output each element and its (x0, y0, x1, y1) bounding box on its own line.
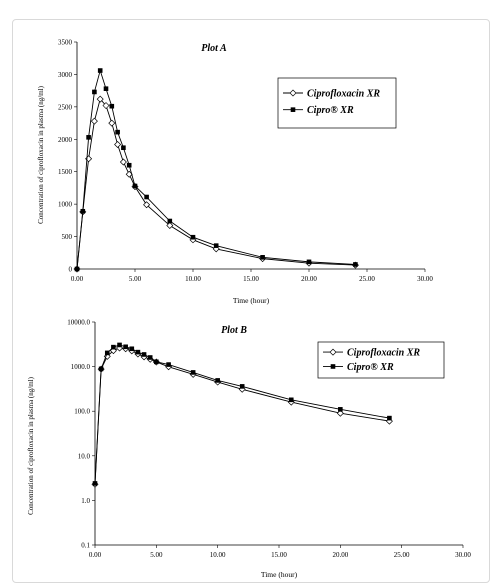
data-point (126, 162, 132, 168)
y-tick-label: 10.0 (78, 452, 91, 460)
data-point (336, 409, 344, 417)
y-tick-label: 1000 (58, 201, 73, 209)
y-tick-label: 1.0 (81, 497, 90, 505)
data-point (132, 183, 138, 189)
legend-marker (329, 348, 337, 356)
y-tick-label: 10000.0 (67, 319, 90, 327)
data-point (190, 370, 196, 375)
y-tick-label: 2500 (58, 103, 73, 111)
data-point (98, 366, 104, 372)
x-tick-label: 20.00 (301, 275, 317, 283)
y-tick-label: 1000.0 (71, 363, 91, 371)
x-tick-label: 15.00 (271, 551, 287, 559)
chart-title: Plot B (221, 325, 247, 336)
data-point (97, 68, 103, 73)
y-axis-label: Concentration of ciprofloxacin in plasma… (37, 85, 45, 223)
data-point (166, 222, 174, 230)
data-point (213, 243, 219, 248)
data-point (167, 218, 173, 224)
data-point (144, 194, 149, 200)
x-tick-label: 25.00 (394, 551, 410, 559)
data-point (115, 129, 120, 135)
data-point (143, 201, 151, 209)
data-point (74, 266, 80, 272)
data-point (96, 95, 104, 103)
data-point (108, 119, 116, 127)
data-point (129, 346, 135, 352)
legend-label: Ciprofloxacin XR (347, 348, 420, 359)
x-tick-label: 30.00 (455, 551, 471, 559)
data-point (102, 102, 110, 110)
data-point (141, 352, 147, 357)
x-tick-label: 10.00 (185, 275, 201, 283)
data-point (86, 135, 91, 140)
data-point (114, 140, 122, 148)
data-point (190, 234, 196, 240)
data-point (119, 158, 127, 166)
data-point (109, 103, 115, 109)
series-line (76, 98, 356, 270)
y-tick-label: 2000 (58, 136, 73, 144)
legend-marker (290, 107, 296, 112)
plot-b: 0.00 5.00 10.00 15.00 20.00 25.00 30.00 0.1 1.0 1… (67, 319, 471, 560)
y-tick-label: 3500 (58, 39, 73, 47)
data-point (103, 86, 109, 91)
data-point (80, 208, 86, 214)
data-point (90, 117, 98, 125)
data-point (123, 344, 128, 350)
legend-marker (289, 89, 297, 97)
y-tick-label: 3000 (58, 71, 73, 79)
y-axis-label: Concentration of ciprofloxacin in plasma… (27, 376, 35, 514)
y-tick-label: 1500 (58, 168, 73, 176)
y-tick-label: 100.0 (74, 408, 90, 416)
chart-title: Plot A (201, 43, 227, 54)
x-tick-label: 0.00 (89, 551, 102, 559)
x-tick-label: 5.00 (129, 275, 142, 283)
data-point (104, 350, 110, 356)
data-point (117, 342, 122, 348)
y-tick-label: 0 (69, 266, 73, 274)
series-line (76, 68, 356, 270)
legend: Ciprofloxacin XR Cipro® XR (277, 77, 397, 129)
data-point (288, 397, 294, 403)
x-tick-label: 30.00 (417, 275, 433, 283)
data-point (135, 349, 141, 355)
x-tick-label: 20.00 (332, 551, 348, 559)
x-tick-label: 0.00 (71, 275, 84, 283)
x-tick-label: 10.00 (210, 551, 226, 559)
y-tick-label: 500 (62, 233, 73, 241)
data-point (111, 344, 116, 350)
legend-marker (330, 364, 336, 369)
data-point (121, 145, 126, 151)
data-point (338, 407, 343, 412)
data-point (260, 255, 265, 260)
data-point (92, 481, 98, 486)
plot-a: 0.00 5.00 10.00 15.00 20.00 25.00 30.00 0 500 100… (58, 39, 433, 284)
y-tick-label: 0.1 (81, 542, 90, 550)
data-point (239, 384, 245, 389)
x-tick-label: 15.00 (243, 275, 259, 283)
legend-label: Cipro® XR (307, 105, 354, 116)
data-point (166, 362, 171, 367)
data-point (387, 415, 392, 421)
x-axis-label: Time (hour) (233, 296, 270, 305)
x-tick-label: 25.00 (359, 275, 375, 283)
data-point (147, 355, 153, 360)
legend: Ciprofloxacin XR Cipro® XR (317, 341, 445, 379)
data-point (306, 259, 312, 265)
data-point (154, 359, 159, 365)
x-axis-label: Time (hour) (261, 570, 298, 579)
x-tick-label: 5.00 (150, 551, 163, 559)
legend-label: Cipro® XR (347, 362, 394, 373)
data-point (215, 378, 220, 383)
legend-box (277, 77, 397, 129)
legend-box (317, 341, 445, 379)
data-point (353, 262, 358, 267)
data-point (92, 89, 97, 95)
legend-label: Ciprofloxacin XR (307, 89, 380, 100)
